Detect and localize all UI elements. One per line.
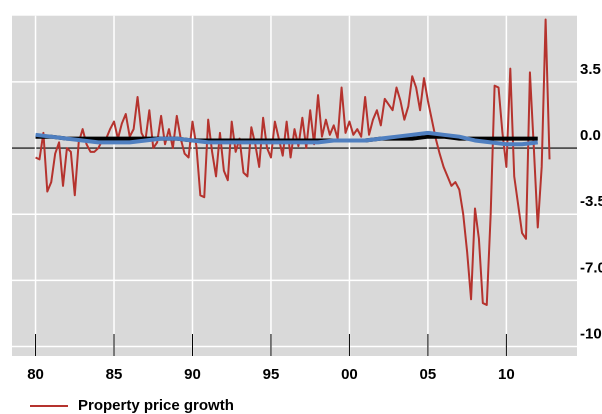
x-tick-label: 10 — [498, 366, 515, 383]
y-tick-label: -10.5 — [580, 326, 602, 343]
x-tick-label: 00 — [341, 366, 358, 383]
y-tick-label: 0.0 — [580, 127, 601, 144]
series-line — [35, 130, 538, 147]
y-tick-label: -7.0 — [580, 259, 602, 276]
x-tick-label: 90 — [184, 366, 201, 383]
y-tick-label: 3.5 — [580, 61, 601, 78]
x-tick-label: 95 — [263, 366, 280, 383]
legend-label: Property price growth — [78, 397, 234, 414]
x-tick-label: 05 — [420, 366, 437, 383]
x-tick-label: 80 — [27, 366, 44, 383]
y-tick-label: -3.5 — [580, 193, 602, 210]
x-tick-label: 85 — [106, 366, 123, 383]
